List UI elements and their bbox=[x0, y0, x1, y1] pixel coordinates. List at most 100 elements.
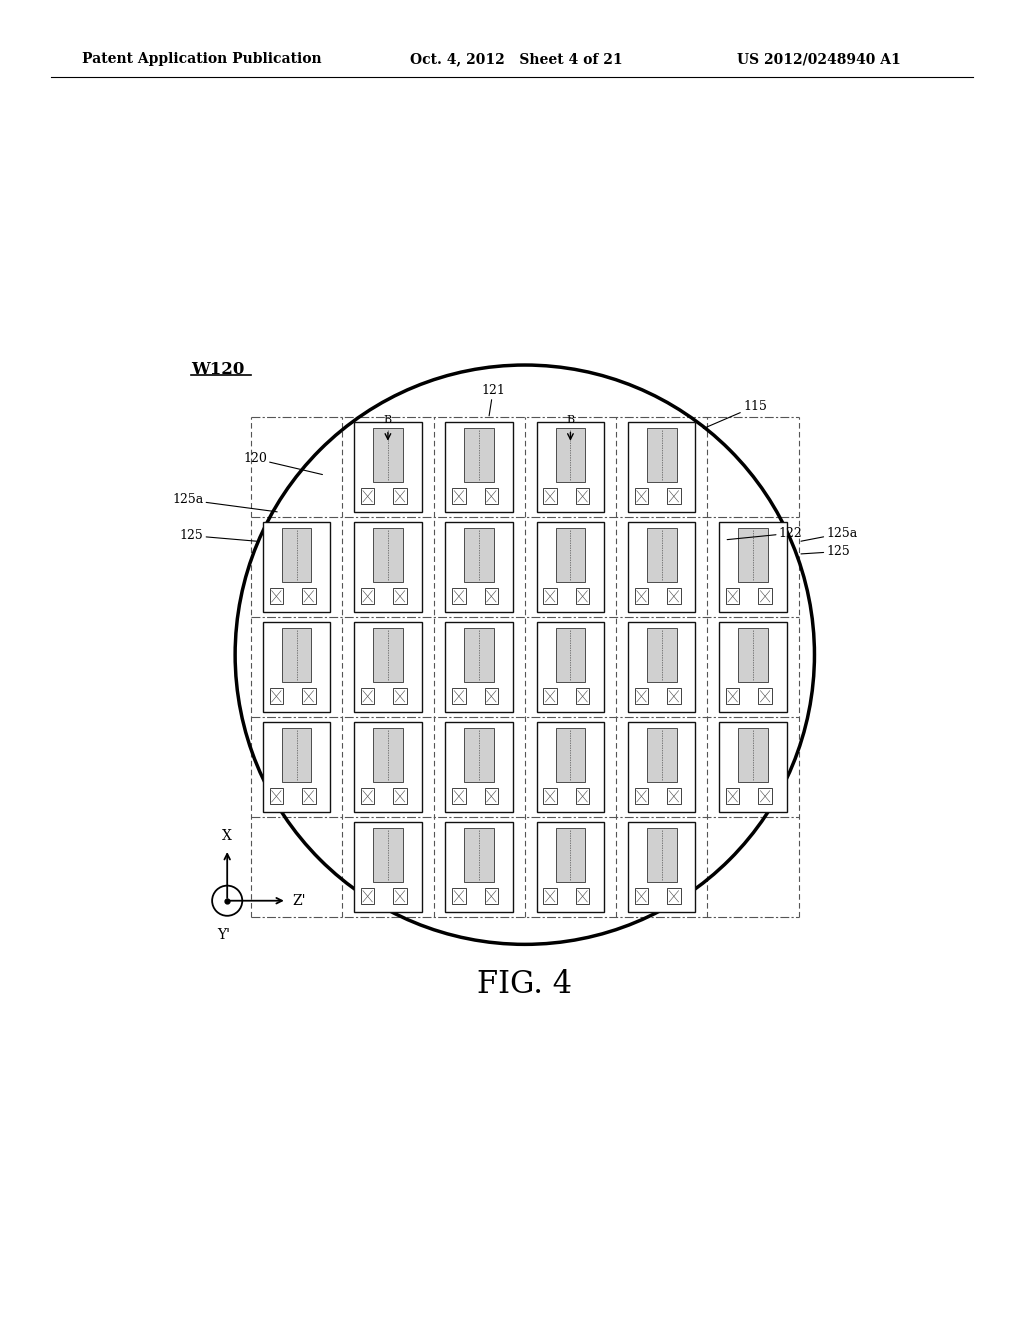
Bar bbox=[393, 488, 407, 504]
Bar bbox=[445, 722, 513, 812]
Bar bbox=[628, 722, 695, 812]
Bar bbox=[445, 521, 513, 611]
Text: 125a: 125a bbox=[172, 494, 278, 512]
Bar bbox=[354, 821, 422, 912]
Bar bbox=[302, 788, 315, 804]
Bar bbox=[759, 688, 772, 705]
Bar bbox=[282, 528, 311, 582]
Text: 125: 125 bbox=[801, 545, 850, 558]
Bar bbox=[453, 688, 466, 705]
Text: 115: 115 bbox=[703, 400, 767, 429]
Bar bbox=[373, 628, 402, 682]
Text: Z': Z' bbox=[292, 894, 306, 908]
Text: X: X bbox=[222, 829, 232, 842]
Text: W120: W120 bbox=[191, 360, 245, 378]
Bar bbox=[360, 688, 375, 705]
Bar bbox=[393, 788, 407, 804]
Bar bbox=[647, 428, 677, 482]
Bar bbox=[635, 589, 648, 605]
Bar bbox=[628, 821, 695, 912]
Bar bbox=[635, 488, 648, 504]
Text: B: B bbox=[384, 414, 392, 425]
Bar bbox=[453, 488, 466, 504]
Text: 121: 121 bbox=[481, 384, 505, 416]
Bar bbox=[282, 727, 311, 781]
Bar bbox=[667, 788, 681, 804]
Bar bbox=[544, 888, 557, 904]
Bar bbox=[464, 727, 494, 781]
Bar bbox=[263, 622, 331, 711]
Bar bbox=[464, 528, 494, 582]
Bar bbox=[537, 722, 604, 812]
Bar bbox=[544, 589, 557, 605]
Bar bbox=[556, 828, 586, 882]
Bar bbox=[484, 688, 498, 705]
Bar bbox=[667, 589, 681, 605]
Bar bbox=[544, 788, 557, 804]
Bar bbox=[719, 622, 786, 711]
Text: Patent Application Publication: Patent Application Publication bbox=[82, 53, 322, 66]
Bar bbox=[556, 628, 586, 682]
Bar bbox=[354, 722, 422, 812]
Bar bbox=[647, 528, 677, 582]
Bar bbox=[537, 521, 604, 611]
Text: US 2012/0248940 A1: US 2012/0248940 A1 bbox=[737, 53, 901, 66]
Bar bbox=[453, 589, 466, 605]
Bar bbox=[282, 628, 311, 682]
Bar bbox=[575, 688, 590, 705]
Bar bbox=[635, 788, 648, 804]
Bar bbox=[354, 421, 422, 512]
Bar bbox=[628, 622, 695, 711]
Text: Oct. 4, 2012   Sheet 4 of 21: Oct. 4, 2012 Sheet 4 of 21 bbox=[410, 53, 623, 66]
Bar bbox=[263, 521, 331, 611]
Bar bbox=[453, 788, 466, 804]
Bar bbox=[373, 528, 402, 582]
Bar bbox=[373, 428, 402, 482]
Bar bbox=[575, 488, 590, 504]
Bar bbox=[537, 421, 604, 512]
Bar bbox=[445, 821, 513, 912]
Text: 122: 122 bbox=[727, 527, 803, 540]
Bar bbox=[360, 888, 375, 904]
Text: 120: 120 bbox=[243, 453, 323, 475]
Bar bbox=[453, 888, 466, 904]
Bar bbox=[354, 622, 422, 711]
Text: 125: 125 bbox=[179, 529, 257, 543]
Bar bbox=[302, 589, 315, 605]
Bar bbox=[628, 521, 695, 611]
Bar bbox=[393, 888, 407, 904]
Bar bbox=[393, 589, 407, 605]
Bar bbox=[635, 688, 648, 705]
Bar bbox=[484, 488, 498, 504]
Bar bbox=[445, 622, 513, 711]
Bar bbox=[269, 589, 283, 605]
Bar bbox=[759, 788, 772, 804]
Bar bbox=[484, 589, 498, 605]
Text: B: B bbox=[566, 414, 574, 425]
Bar bbox=[360, 788, 375, 804]
Bar bbox=[556, 727, 586, 781]
Bar bbox=[544, 688, 557, 705]
Text: 125a: 125a bbox=[801, 527, 858, 541]
Bar bbox=[445, 421, 513, 512]
Bar bbox=[360, 488, 375, 504]
Bar bbox=[738, 727, 768, 781]
Bar bbox=[544, 488, 557, 504]
Bar bbox=[738, 628, 768, 682]
Bar bbox=[464, 828, 494, 882]
Bar bbox=[373, 727, 402, 781]
Bar bbox=[269, 788, 283, 804]
Bar bbox=[354, 521, 422, 611]
Bar bbox=[726, 688, 739, 705]
Bar bbox=[628, 421, 695, 512]
Bar bbox=[726, 788, 739, 804]
Bar bbox=[393, 688, 407, 705]
Bar bbox=[647, 628, 677, 682]
Bar bbox=[575, 888, 590, 904]
Bar bbox=[726, 589, 739, 605]
Bar bbox=[537, 821, 604, 912]
Bar bbox=[667, 688, 681, 705]
Bar bbox=[464, 628, 494, 682]
Text: Y': Y' bbox=[217, 928, 230, 941]
Bar bbox=[360, 589, 375, 605]
